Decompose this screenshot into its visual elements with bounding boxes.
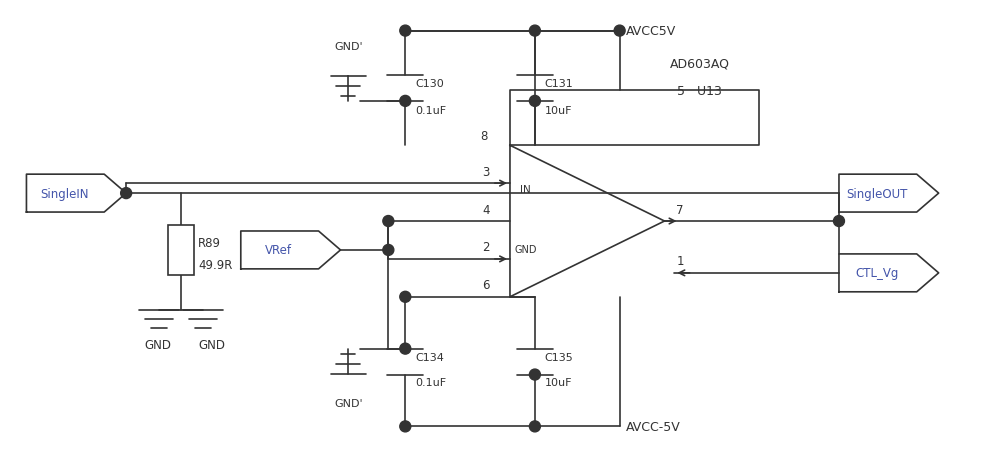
- Text: GND': GND': [334, 399, 363, 409]
- Circle shape: [121, 188, 132, 199]
- Text: CTL_Vg: CTL_Vg: [855, 267, 899, 280]
- Text: 10uF: 10uF: [545, 377, 572, 387]
- Text: 6: 6: [483, 279, 490, 292]
- Text: 2: 2: [483, 241, 490, 254]
- Circle shape: [529, 369, 540, 380]
- Circle shape: [400, 292, 411, 303]
- Text: 7: 7: [676, 203, 684, 216]
- Text: C131: C131: [545, 79, 574, 89]
- Text: SingleIN: SingleIN: [40, 187, 89, 200]
- Circle shape: [383, 245, 394, 256]
- Text: GND: GND: [198, 339, 225, 351]
- Text: AVCC-5V: AVCC-5V: [626, 420, 680, 433]
- Text: 5   U13: 5 U13: [677, 85, 722, 98]
- Circle shape: [529, 421, 540, 432]
- Text: VRef: VRef: [265, 244, 292, 257]
- Text: GND: GND: [515, 244, 537, 254]
- Circle shape: [400, 421, 411, 432]
- Text: 3: 3: [483, 165, 490, 178]
- Text: 8: 8: [481, 130, 488, 142]
- Text: C135: C135: [545, 352, 574, 362]
- Text: 0.1uF: 0.1uF: [415, 106, 446, 116]
- Text: 1: 1: [676, 255, 684, 268]
- Text: C134: C134: [415, 352, 444, 362]
- Text: 4: 4: [483, 203, 490, 216]
- Text: GND: GND: [144, 339, 171, 351]
- Text: AVCC5V: AVCC5V: [626, 25, 676, 38]
- Text: GND': GND': [334, 42, 363, 52]
- Circle shape: [529, 26, 540, 37]
- Circle shape: [400, 344, 411, 354]
- Text: IN: IN: [520, 185, 531, 195]
- Circle shape: [833, 216, 844, 227]
- Text: R89: R89: [198, 237, 221, 250]
- Circle shape: [400, 26, 411, 37]
- Circle shape: [529, 96, 540, 107]
- Circle shape: [383, 216, 394, 227]
- Text: C130: C130: [415, 79, 444, 89]
- Text: SingleOUT: SingleOUT: [846, 187, 908, 200]
- Text: 49.9R: 49.9R: [198, 259, 232, 272]
- Text: AD603AQ: AD603AQ: [669, 58, 729, 71]
- Circle shape: [400, 96, 411, 107]
- Text: 0.1uF: 0.1uF: [415, 377, 446, 387]
- FancyBboxPatch shape: [168, 226, 194, 275]
- Text: 10uF: 10uF: [545, 106, 572, 116]
- Circle shape: [614, 26, 625, 37]
